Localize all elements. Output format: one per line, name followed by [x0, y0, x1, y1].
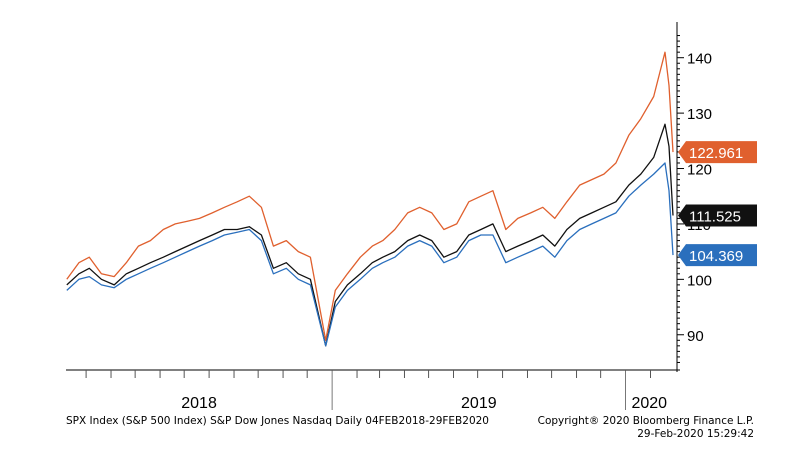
- chart-axes: 90100110120130140201820192020: [66, 22, 712, 412]
- year-label: 2018: [181, 395, 217, 412]
- series-line-2: [66, 162, 674, 347]
- series-line-1: [66, 123, 674, 347]
- end-value-text: 111.525: [689, 208, 741, 225]
- y-tick-label: 90: [687, 328, 704, 345]
- y-tick-label: 120: [687, 162, 712, 179]
- chart-source-note: SPX Index (S&P 500 Index) S&P Dow Jones …: [66, 415, 489, 427]
- year-label: 2019: [461, 395, 497, 412]
- end-value-flag-0: 122.961: [678, 141, 757, 164]
- end-value-flag-1: 111.525: [678, 204, 757, 227]
- end-value-text: 104.369: [689, 248, 743, 265]
- end-value-flag-2: 104.369: [678, 244, 757, 267]
- timestamp-text: 29-Feb-2020 15:29:42: [637, 428, 754, 440]
- y-tick-label: 100: [687, 272, 712, 289]
- end-value-flag-bg: [678, 244, 757, 267]
- chart-series: [66, 51, 674, 347]
- series-line-0: [66, 51, 674, 341]
- year-label: 2020: [631, 395, 667, 412]
- end-value-flag-bg: [678, 204, 757, 227]
- chart-copyright: Copyright® 2020 Bloomberg Finance L.P. 2…: [538, 415, 754, 441]
- y-tick-label: 140: [687, 51, 712, 68]
- copyright-text: Copyright® 2020 Bloomberg Finance L.P.: [537, 415, 754, 427]
- end-value-text: 122.961: [689, 145, 743, 162]
- y-tick-label: 130: [687, 106, 712, 123]
- end-value-flag-bg: [678, 141, 757, 164]
- end-value-labels: 122.961 111.525 104.369: [678, 141, 757, 267]
